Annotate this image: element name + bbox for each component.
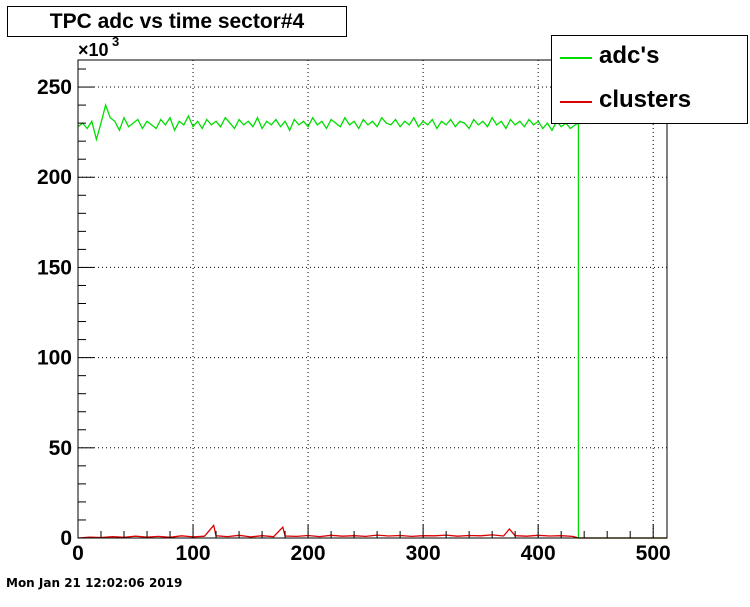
series-line-adcs	[77, 102, 667, 539]
legend: adc's clusters	[551, 35, 748, 124]
y-tick-label: 100	[37, 347, 72, 370]
y-tick-label: 150	[37, 256, 72, 279]
x-tick-label: 200	[291, 542, 326, 565]
legend-swatch-adcs	[560, 57, 592, 59]
x-tick-label: 400	[521, 542, 556, 565]
plot-background	[78, 60, 667, 538]
y-tick-label: 250	[37, 76, 72, 99]
x-tick-label: 0	[72, 542, 84, 565]
y-tick-label: 50	[49, 437, 72, 460]
legend-label-adcs: adc's	[599, 42, 660, 69]
x-tick-label: 100	[176, 542, 211, 565]
plot-frame	[77, 59, 668, 539]
y-tick-label: 0	[60, 527, 72, 550]
chart-title: TPC adc vs time sector#4	[7, 6, 347, 37]
y-tick-label: 200	[37, 166, 72, 189]
timestamp: Mon Jan 21 12:02:06 2019	[6, 576, 183, 590]
x-tick-label: 300	[406, 542, 441, 565]
legend-item-adcs: adc's	[552, 36, 747, 80]
y-axis-exponent-power: 3	[112, 34, 119, 49]
legend-swatch-clusters	[560, 101, 592, 103]
x-tick-label: 500	[636, 542, 671, 565]
legend-label-clusters: clusters	[599, 86, 692, 113]
y-axis-exponent: ×10	[78, 40, 109, 60]
legend-item-clusters: clusters	[552, 80, 747, 124]
